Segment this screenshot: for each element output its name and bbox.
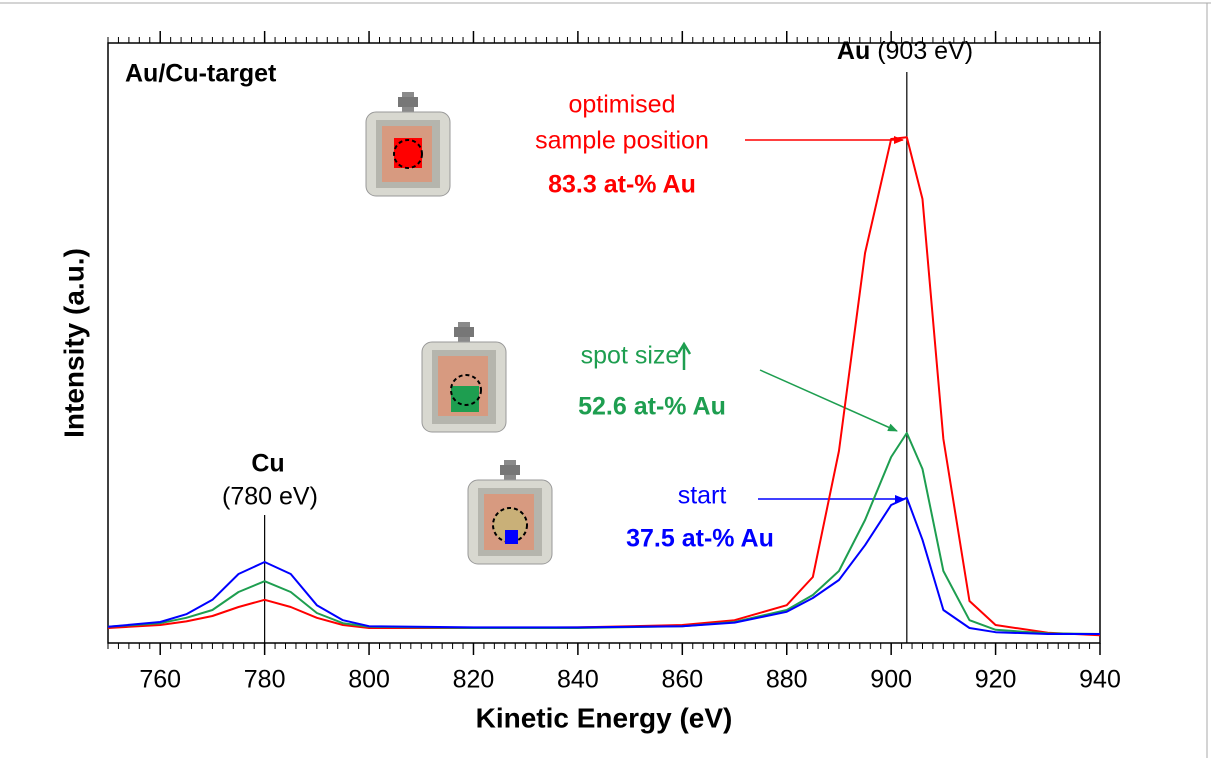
series-line bbox=[107, 496, 1100, 635]
sample-photo bbox=[467, 460, 553, 565]
x-tick-label: 920 bbox=[975, 666, 1017, 694]
blue-value: 37.5 at-% Au bbox=[626, 525, 774, 553]
x-tick-label: 860 bbox=[661, 666, 703, 694]
chart-title: Au/Cu-target bbox=[125, 60, 277, 88]
au-peak-name: Au bbox=[837, 37, 870, 65]
red-label: optimised bbox=[569, 91, 676, 119]
au-peak-label: Au (903 eV) bbox=[837, 37, 973, 65]
x-tick-label: 940 bbox=[1079, 666, 1121, 694]
x-tick-label: 820 bbox=[453, 666, 495, 694]
y-axis-label: Intensity (a.u.) bbox=[58, 248, 89, 438]
cu-peak-name: Cu bbox=[251, 450, 284, 478]
red-value: 83.3 at-% Au bbox=[548, 171, 696, 199]
cu-peak-energy: (780 eV) bbox=[222, 483, 318, 511]
sample-photo bbox=[421, 322, 507, 433]
x-tick-label: 900 bbox=[870, 666, 912, 694]
green-value: 52.6 at-% Au bbox=[578, 393, 726, 421]
x-tick-label: 840 bbox=[557, 666, 599, 694]
blue-label: start bbox=[678, 482, 727, 510]
x-tick-label: 800 bbox=[348, 666, 390, 694]
red-label: sample position bbox=[535, 127, 709, 155]
x-tick-label: 880 bbox=[766, 666, 808, 694]
green-label: spot size bbox=[581, 342, 680, 370]
au-peak-energy: (903 eV) bbox=[877, 37, 973, 65]
increase-arrow bbox=[676, 341, 692, 370]
series-line bbox=[107, 136, 1101, 637]
pointer-arrow bbox=[759, 369, 898, 432]
sample-photo bbox=[365, 92, 451, 197]
x-tick-label: 780 bbox=[244, 666, 286, 694]
x-tick-label: 760 bbox=[139, 666, 181, 694]
plot-frame bbox=[107, 42, 1101, 644]
x-axis-label: Kinetic Energy (eV) bbox=[476, 702, 733, 733]
